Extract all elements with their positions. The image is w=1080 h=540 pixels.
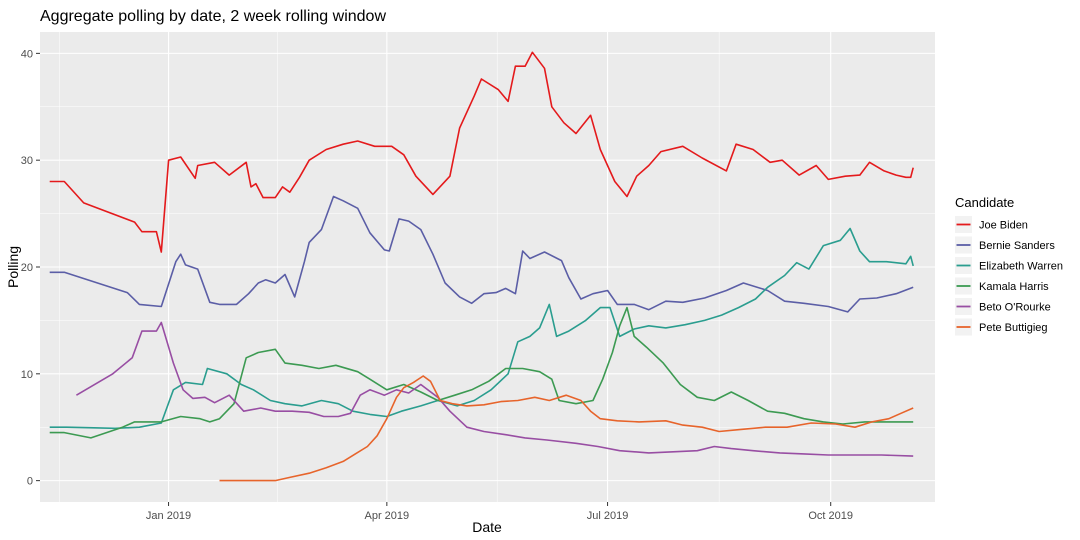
legend-label: Pete Buttigieg: [979, 322, 1048, 334]
legend-label: Bernie Sanders: [979, 240, 1055, 252]
series-line-elizabeth-warren: [49, 227, 914, 430]
x-tick-label: Jan 2019: [146, 510, 191, 522]
legend-label: Kamala Harris: [979, 281, 1049, 293]
legend-label: Elizabeth Warren: [979, 261, 1063, 273]
legend-label: Beto O'Rourke: [979, 302, 1051, 314]
chart-title: Aggregate polling by date, 2 week rollin…: [40, 8, 386, 25]
legend-item-elizabeth-warren: Elizabeth Warren: [955, 257, 1063, 274]
y-axis-title: Polling: [5, 246, 21, 288]
legend-label: Joe Biden: [979, 220, 1028, 232]
y-tick-label: 20: [21, 262, 33, 274]
legend-item-pete-buttigieg: Pete Buttigieg: [955, 318, 1048, 336]
y-tick-label: 10: [21, 369, 33, 381]
x-tick-label: Jul 2019: [587, 510, 629, 522]
legend-item-bernie-sanders: Bernie Sanders: [955, 236, 1055, 254]
y-axis: 0 10 20 30 40: [21, 48, 40, 488]
x-axis-title: Date: [472, 519, 502, 535]
y-tick-label: 0: [27, 476, 33, 488]
series-line-kamala-harris: [49, 306, 914, 439]
legend-item-beto-o-rourke: Beto O'Rourke: [955, 298, 1051, 315]
legend-item-kamala-harris: Kamala Harris: [955, 277, 1049, 295]
series-line-pete-buttigieg: [219, 375, 914, 482]
legend: Candidate Joe Biden Bernie Sanders Elizabe…: [955, 195, 1063, 336]
minor-gridlines: [40, 32, 935, 502]
y-tick-label: 40: [21, 48, 33, 60]
y-tick-label: 30: [21, 155, 33, 167]
series-lines: [49, 51, 914, 482]
series-line-bernie-sanders: [49, 195, 914, 313]
x-tick-label: Oct 2019: [808, 510, 853, 522]
series-line-beto-o-rourke: [75, 321, 914, 457]
legend-title: Candidate: [955, 195, 1014, 210]
x-tick-label: Apr 2019: [365, 510, 410, 522]
series-line-joe-biden: [49, 51, 914, 253]
legend-item-joe-biden: Joe Biden: [955, 216, 1028, 233]
x-axis: Jan 2019 Apr 2019 Jul 2019 Oct 2019: [146, 502, 853, 522]
